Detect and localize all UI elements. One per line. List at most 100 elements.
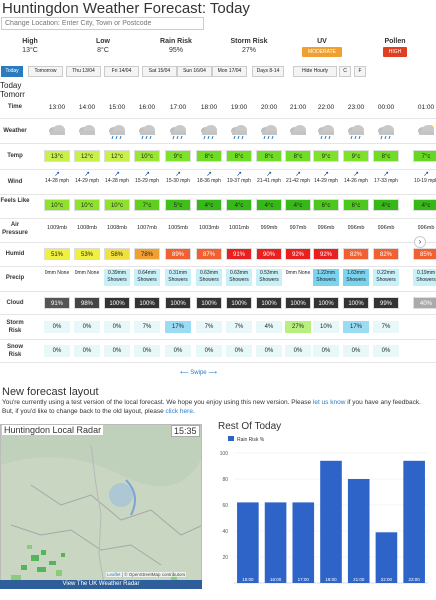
humidity-value: 51% <box>44 248 70 260</box>
summary-low: Low 8°C <box>70 38 136 54</box>
precip-value: 0.53mm Showers <box>256 269 282 286</box>
cloud-icon <box>79 125 95 135</box>
tab-sun-16-04[interactable]: Sun 16/04 <box>177 66 212 77</box>
radar-map-graphic <box>1 425 201 588</box>
storm-risk-value: 4% <box>256 321 282 333</box>
precip-value: 0mm None <box>44 269 70 286</box>
cloud-rain-icon <box>231 125 247 140</box>
feels-like-value: 10°c <box>104 199 130 211</box>
row-label-cloud: Cloud <box>6 300 24 306</box>
radar-map[interactable] <box>0 424 202 589</box>
temp-value: 8°c <box>373 150 399 162</box>
storm-risk-value: 0% <box>44 321 70 333</box>
cloud-rain-icon <box>170 125 186 140</box>
summary-label: Rain Risk <box>160 38 192 45</box>
weather-icon-cell <box>47 123 67 141</box>
view-radar-button[interactable]: View The UK Weather Radar <box>0 580 202 589</box>
summary-uv: UV MODERATE <box>289 38 355 57</box>
storm-risk-value: 7% <box>134 321 160 333</box>
wind-speed: 14-26 mph <box>344 178 368 184</box>
new-layout-text: You're currently using a test version of… <box>2 399 434 416</box>
hour-label: 22:00 <box>317 104 335 111</box>
y-tick-label: 40 <box>222 529 228 535</box>
temp-value: 12°c <box>74 150 100 162</box>
bar-23:00 <box>403 460 425 583</box>
wind-speed: 14-28 mph <box>45 178 69 184</box>
cloud-value: 40% <box>413 297 436 309</box>
old-layout-link[interactable]: click here <box>165 407 193 415</box>
temp-value: 9°c <box>313 150 339 162</box>
precip-value: 0.63mm Showers <box>226 269 252 286</box>
weather-icon-cell <box>137 123 157 141</box>
tab-today[interactable]: Today <box>1 66 23 77</box>
cloud-rain-icon <box>139 125 155 140</box>
storm-risk-value: 17% <box>343 321 369 333</box>
temp-value: 8°c <box>226 150 252 162</box>
weather-icon-cell <box>346 123 366 141</box>
swipe-label: Swipe <box>190 370 207 376</box>
cloud-rain-icon <box>348 125 364 140</box>
feels-like-value: 4°c <box>256 199 282 211</box>
storm-risk-value: 17% <box>165 321 191 333</box>
x-tick-label: 23:00 <box>409 577 421 582</box>
tab-hide-hourly[interactable]: Hide Hourly <box>293 66 337 77</box>
wind-speed: 10-19 mph <box>414 178 436 184</box>
humidity-value: 85% <box>413 248 436 260</box>
snow-risk-value: 0% <box>74 345 100 357</box>
row-label-storm: Storm Risk <box>6 320 24 334</box>
leaflet-link[interactable]: Leaflet <box>107 572 121 577</box>
cloud-value: 100% <box>313 297 339 309</box>
feels-like-value: 6°c <box>343 199 369 211</box>
location-search-input[interactable] <box>1 17 204 30</box>
sun-cloud-icon <box>418 125 434 135</box>
tab-days-8-14[interactable]: Days 8-14 <box>252 66 284 77</box>
x-tick-label: 15:00 <box>242 577 254 582</box>
row-label-feels: Feels Like <box>0 198 30 204</box>
temp-value: 7°c <box>413 150 436 162</box>
pressure-value: 997mb <box>289 225 307 231</box>
wind-direction-icon: ↗ <box>206 171 212 178</box>
weather-icon-cell <box>259 123 279 141</box>
day-label-tomorrow: Tomorr <box>0 90 25 99</box>
tab-mon-17-04[interactable]: Mon 17/04 <box>212 66 247 77</box>
pressure-value: 999mb <box>260 225 278 231</box>
precip-value: 0mm None <box>285 269 311 286</box>
tab-fri-14-04[interactable]: Fri 14/04 <box>104 66 139 77</box>
wind-direction-icon: ↗ <box>175 171 181 178</box>
tab-tomorrow[interactable]: Tomorrow <box>28 66 63 77</box>
snow-risk-value: 0% <box>373 345 399 357</box>
feels-like-value: 4°c <box>196 199 222 211</box>
hour-label: 23:00 <box>347 104 365 111</box>
tab-sat-15-04[interactable]: Sat 15/04 <box>142 66 177 77</box>
summary-high: High 13°C <box>0 38 63 54</box>
pressure-value: 1005mb <box>168 225 188 231</box>
tab-f[interactable]: F <box>354 66 366 77</box>
tab-thu-13-04[interactable]: Thu 13/04 <box>66 66 101 77</box>
cloud-value: 100% <box>196 297 222 309</box>
next-arrow-button[interactable]: › <box>414 236 426 248</box>
snow-risk-value: 0% <box>134 345 160 357</box>
snow-risk-value: 0% <box>196 345 222 357</box>
feels-like-value: 5°c <box>165 199 191 211</box>
temp-value: 10°c <box>134 150 160 162</box>
cloud-value: 100% <box>256 297 282 309</box>
feels-like-value: 6°c <box>313 199 339 211</box>
row-label-pressure: Air Pressure <box>2 222 28 236</box>
bar-17:00 <box>292 502 315 583</box>
feedback-link[interactable]: let us know <box>312 399 346 406</box>
cloud-value: 100% <box>134 297 160 309</box>
cloud-rain-icon <box>261 125 277 140</box>
storm-risk-value: 7% <box>196 321 222 333</box>
precip-value: 0.64mm Showers <box>134 269 160 286</box>
wind-speed: 15-30 mph <box>166 178 190 184</box>
wind-direction-icon: ↗ <box>144 171 150 178</box>
summary-label: Low <box>96 38 110 45</box>
feels-like-value: 10°c <box>44 199 70 211</box>
storm-risk-value: 27% <box>285 321 311 333</box>
tab-c[interactable]: C <box>339 66 351 77</box>
weather-icon-cell <box>77 123 97 141</box>
feels-like-value: 7°c <box>134 199 160 211</box>
temp-value: 9°c <box>165 150 191 162</box>
hour-label: 16:00 <box>138 104 156 111</box>
humidity-value: 90% <box>256 248 282 260</box>
